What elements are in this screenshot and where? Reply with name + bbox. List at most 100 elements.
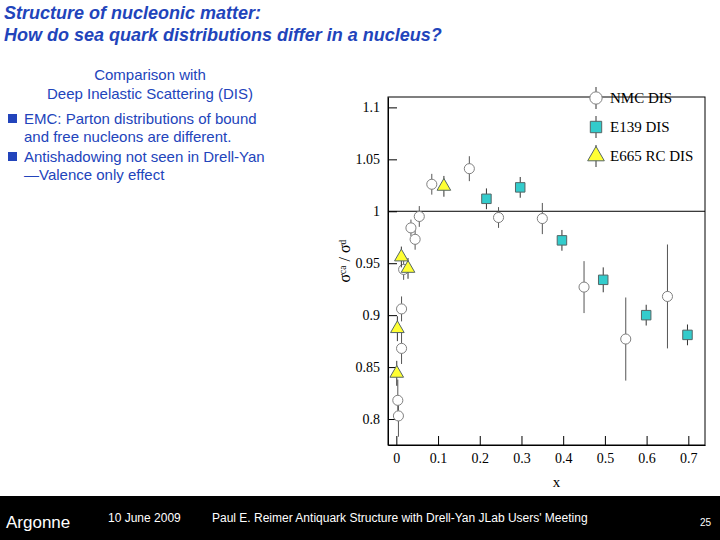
slide-title: How do sea quark distributions differ in… (4, 25, 442, 45)
data-point (414, 211, 424, 221)
legend: NMC DIS E139 DIS E665 RC DIS (588, 87, 694, 167)
series (390, 176, 451, 386)
data-point (390, 365, 404, 377)
x-tick-label: 0.5 (597, 451, 615, 466)
y-tick: 0.85 (356, 360, 398, 375)
footer-page: 25 (700, 517, 712, 528)
data-point (393, 395, 403, 405)
x-tick: 0.1 (430, 436, 448, 466)
data-point (598, 275, 607, 284)
data-point (391, 321, 405, 333)
x-tick-label: 0.1 (430, 451, 448, 466)
y-tick-mark (388, 159, 397, 160)
y-tick: 0.8 (363, 412, 398, 427)
data-point (464, 164, 474, 174)
x-tick: 0 (393, 436, 400, 466)
legend-marker (588, 146, 605, 160)
bullet-marker (8, 114, 17, 123)
x-tick-mark (480, 436, 481, 445)
x-tick-mark (688, 436, 689, 445)
data-point (393, 411, 403, 421)
data-point (515, 183, 524, 192)
series (393, 156, 673, 436)
series (482, 177, 693, 345)
data-point (401, 261, 415, 273)
x-tick-mark (563, 436, 564, 445)
legend-label: E665 RC DIS (610, 148, 693, 164)
x-tick: 0.6 (638, 436, 656, 466)
data-point (683, 330, 692, 339)
x-axis-line (389, 445, 706, 446)
data-point (579, 282, 589, 292)
y-tick-label: 0.85 (356, 360, 381, 375)
x-tick-label: 0 (393, 451, 400, 466)
x-tick: 0.2 (472, 436, 490, 466)
data-point (662, 291, 672, 301)
intro-text: Comparison with (94, 66, 206, 83)
data-point (482, 194, 491, 203)
y-tick: 1.05 (356, 152, 398, 167)
data-point (437, 178, 451, 190)
legend-label: E139 DIS (610, 119, 670, 135)
data-point (397, 304, 407, 314)
data-point (406, 223, 416, 233)
intro-text: Deep Inelastic Scattering (DIS) (47, 85, 253, 102)
data-point (397, 343, 407, 353)
legend-marker (590, 92, 602, 104)
y-tick-mark (388, 263, 397, 264)
x-tick-label: 0.3 (513, 451, 531, 466)
footer-talk: Paul E. Reimer Antiquark Structure with … (212, 511, 588, 525)
data-point (395, 249, 409, 261)
footer-bar (0, 496, 720, 540)
reference-line (388, 211, 705, 212)
y-tick-mark (388, 315, 397, 316)
y-axis-title: σᶜᵃ / σᵈ (336, 239, 353, 282)
data-point (493, 212, 503, 222)
y-axis: 0.8 0.85 0.9 0.95 1 1.05 1.1 (356, 98, 398, 446)
y-tick-label: 0.8 (363, 412, 381, 427)
data-point (641, 310, 650, 319)
data-point (537, 213, 547, 223)
x-tick-label: 0.6 (638, 451, 656, 466)
legend-marker (590, 121, 601, 132)
bullet-text: Antishadowing not seen in Drell-Yan (24, 148, 265, 165)
y-tick-label: 0.9 (363, 308, 381, 323)
x-axis: 0 0.1 0.2 0.3 0.4 0.5 0.6 0.7 (389, 436, 706, 466)
y-tick: 1.1 (363, 100, 398, 115)
data-point (427, 179, 437, 189)
y-tick-label: 1 (373, 204, 380, 219)
plot-area (388, 156, 705, 436)
y-tick-label: 1.1 (363, 100, 381, 115)
x-axis-title: x (553, 474, 561, 490)
x-tick-mark (605, 436, 606, 445)
y-tick-label: 1.05 (356, 152, 381, 167)
data-point (557, 236, 566, 245)
x-tick: 0.4 (555, 436, 573, 466)
slide: Structure of nucleonic matter:How do sea… (0, 0, 720, 540)
x-tick-mark (438, 436, 439, 445)
x-tick-label: 0.7 (680, 451, 698, 466)
data-point (410, 234, 420, 244)
y-tick: 0.9 (363, 308, 398, 323)
plot-frame (388, 97, 705, 445)
bullet-text: and free nucleons are different. (24, 128, 231, 145)
x-tick-mark (396, 436, 397, 445)
x-tick-mark (521, 436, 522, 445)
x-tick: 0.5 (597, 436, 615, 466)
legend-label: NMC DIS (610, 90, 672, 106)
slide-title: Structure of nucleonic matter: (4, 3, 261, 23)
y-tick-mark (388, 107, 397, 108)
bullet-marker (8, 152, 17, 161)
data-point (621, 334, 631, 344)
x-tick: 0.7 (680, 436, 698, 466)
x-tick: 0.3 (513, 436, 531, 466)
y-tick: 0.95 (356, 256, 398, 271)
bullet-text: EMC: Parton distributions of bound (24, 110, 257, 127)
x-tick-label: 0.2 (472, 451, 490, 466)
y-tick-label: 0.95 (356, 256, 381, 271)
bullet-text: —Valence only effect (24, 166, 165, 183)
y-axis-line (388, 98, 389, 446)
x-tick-mark (647, 436, 648, 445)
x-tick-label: 0.4 (555, 451, 573, 466)
footer-date: 10 June 2009 (108, 511, 181, 525)
